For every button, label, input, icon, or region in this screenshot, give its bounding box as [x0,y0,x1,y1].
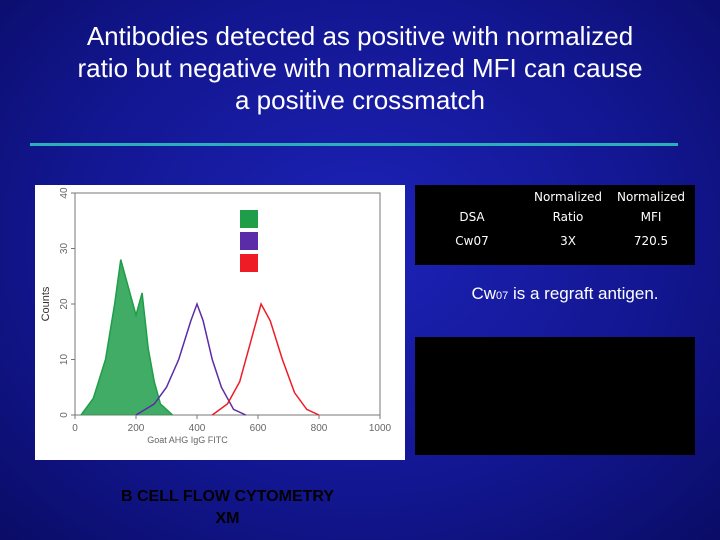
table-panel: DSA Normalized Ratio Normalized MFI Cw07… [415,185,695,265]
table-header: DSA [459,210,485,224]
note-text: is a regraft antigen. [508,284,659,303]
histogram-line [135,301,247,416]
y-tick-label: 30 [59,243,70,255]
title-line: a positive crossmatch [235,85,485,115]
y-axis-label: Counts [40,286,52,321]
x-tick-label: 0 [72,423,78,434]
title: Antibodies detected as positive with nor… [20,20,700,116]
note-subscript: 07 [496,290,509,302]
table-cell: Cw07 [455,234,489,248]
histogram-line [80,259,174,416]
caption: B CELL FLOW CYTOMETRY XM [120,488,335,527]
x-tick-label: 1000 [369,423,392,434]
x-tick-label: 400 [189,423,206,434]
histogram-panel: 0 10 20 30 40 0 200 400 600 800 1000 Goat AHG IgG F… [35,185,405,460]
table-cell: 3X [560,234,576,248]
table-cell: 720.5 [633,234,669,248]
y-tick-label: 20 [59,298,70,310]
note-text: Cw [471,284,497,303]
title-line: Antibodies detected as positive with nor… [86,21,634,51]
y-tick-label: 10 [59,354,70,366]
table-header: Normalized MFI [616,190,686,224]
blank-panel [415,337,695,455]
histogram-line [211,302,320,416]
title-line: ratio but negative with normalized MFI c… [77,53,643,83]
divider [30,143,678,146]
x-axis-label: Goat AHG IgG FITC [147,435,228,445]
legend-swatch [240,210,258,228]
legend-swatch [240,232,258,250]
legend-swatch [240,254,258,272]
table-header: Normalized Ratio [533,190,603,224]
note: Cw07 is a regraft antigen. [450,283,680,307]
y-tick-label: 40 [59,187,70,199]
x-tick-label: 800 [311,423,328,434]
y-tick-label: 0 [59,412,70,418]
x-tick-label: 200 [128,423,145,434]
x-tick-label: 600 [250,423,267,434]
table: DSA Normalized Ratio Normalized MFI Cw07… [415,185,695,253]
